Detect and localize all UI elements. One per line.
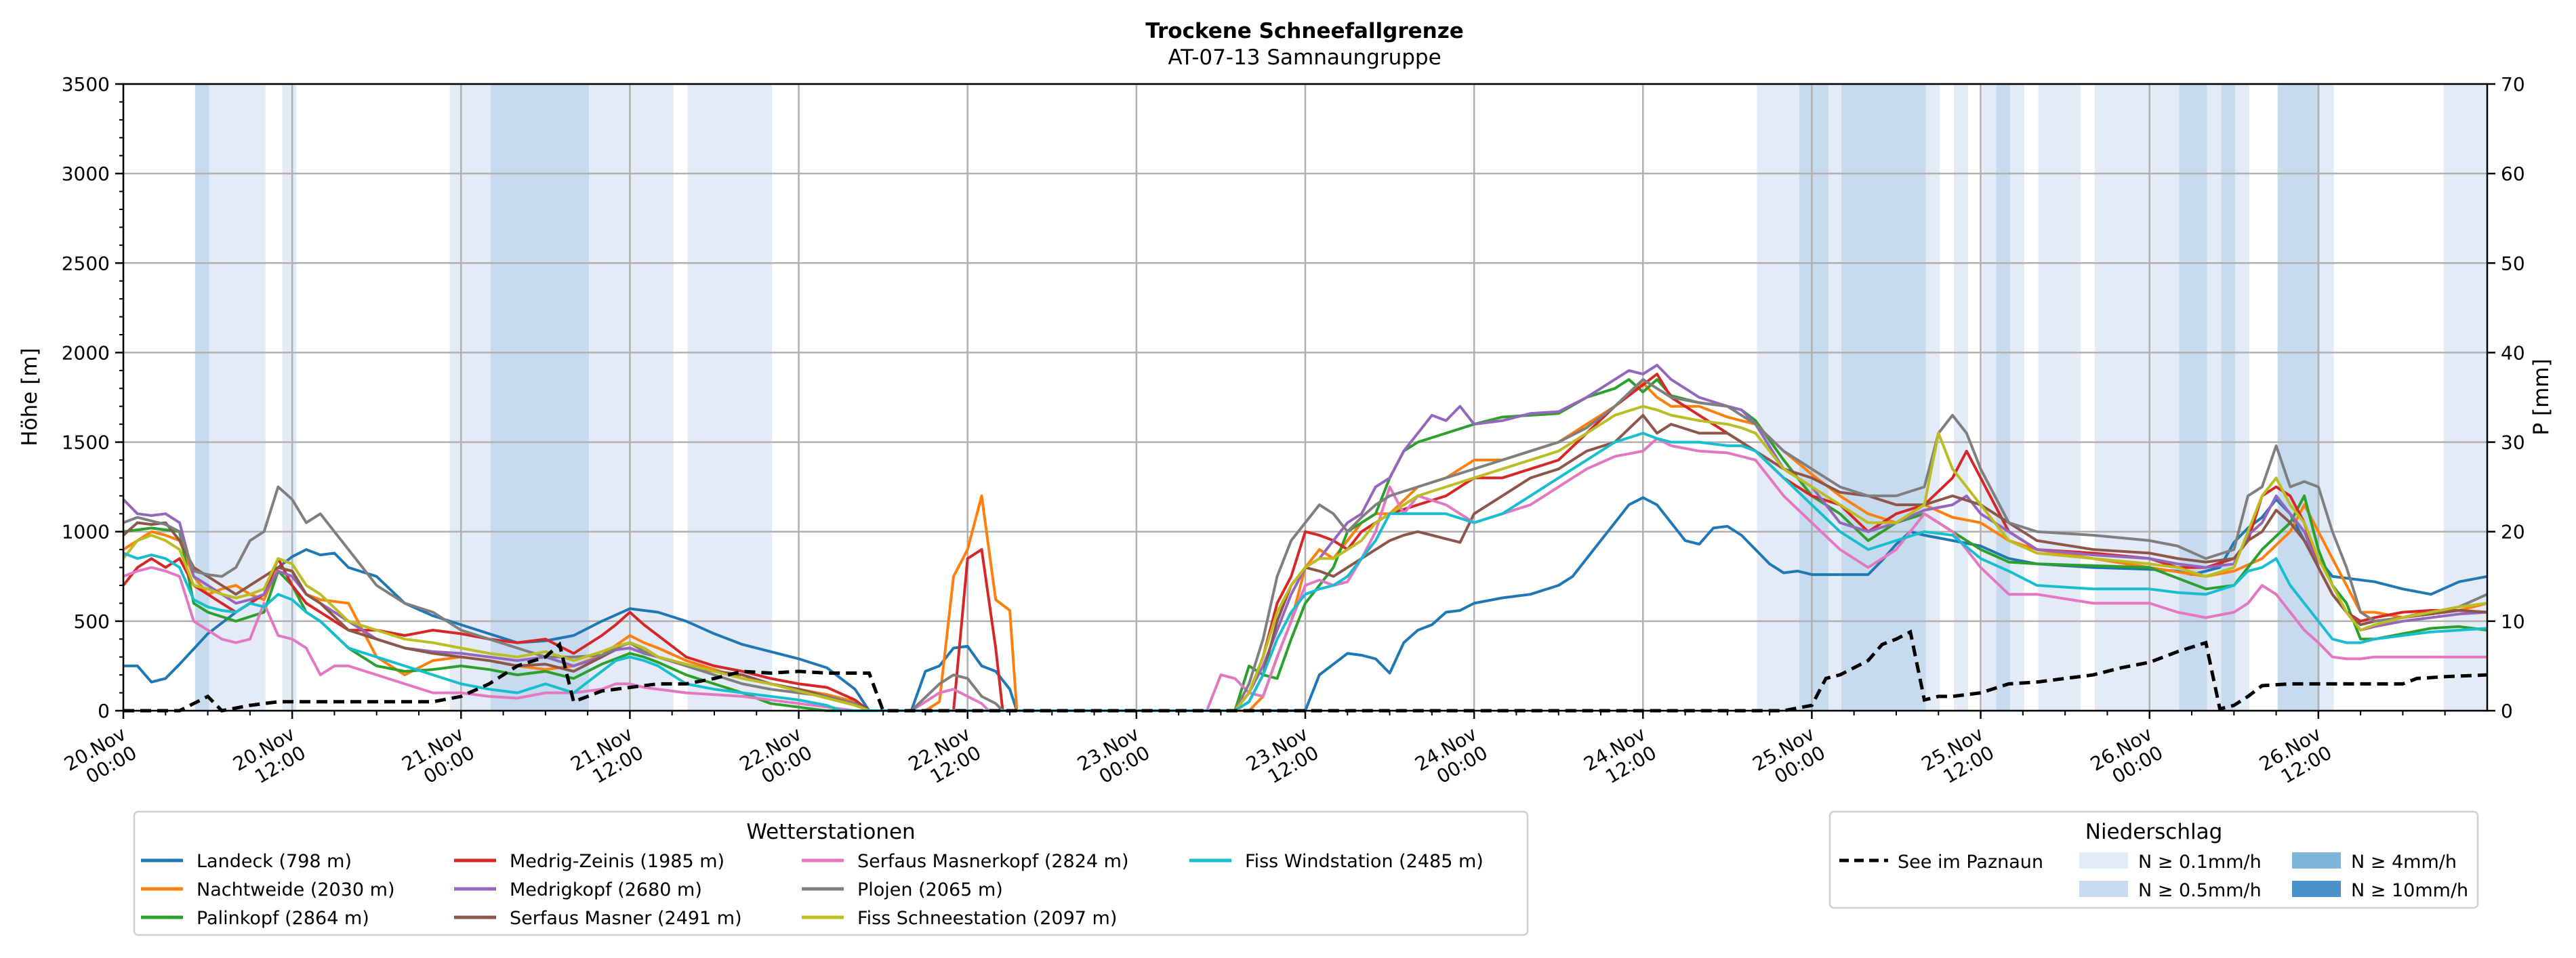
legend-label-3: Medrig-Zeinis (1985 m) (510, 851, 724, 872)
precipitation-bands (195, 84, 2487, 711)
precip-legend-label-1: N ≥ 0.5mm/h (2138, 880, 2262, 901)
precip-band-7 (1757, 84, 1799, 711)
y2-tick-label-0: 0 (2501, 700, 2513, 722)
y2-tick-label-1: 10 (2501, 610, 2525, 633)
y2-tick-label-3: 30 (2501, 432, 2525, 454)
x-tick-label-6: 23.Nov00:00 (1074, 722, 1153, 794)
precip-band-17 (2094, 84, 2180, 711)
x-tick-label-5: 22.Nov12:00 (905, 722, 985, 794)
station-legend-title: Wetterstationen (746, 820, 915, 844)
y2-tick-label-6: 60 (2501, 163, 2525, 185)
station-legend-frame (133, 810, 1529, 936)
y-axis-label: Höhe [m] (18, 348, 42, 446)
reference-legend-label: See im Paznaun (1898, 852, 2043, 873)
x-tick-label-0: 20.Nov00:00 (60, 722, 140, 794)
x-tick-label-10: 25.Nov00:00 (1749, 722, 1829, 794)
precip-band-20 (2221, 84, 2236, 711)
y-tick-label-0: 0 (98, 700, 110, 722)
precip-band-1 (195, 84, 209, 711)
precip-legend-label-3: N ≥ 10mm/h (2351, 880, 2468, 901)
x-tick-label-9: 24.Nov12:00 (1580, 722, 1660, 794)
x-tick-label-12: 26.Nov00:00 (2087, 722, 2167, 794)
y-tick-label-3: 1500 (62, 432, 110, 454)
series-line-8 (122, 404, 2488, 712)
precip-legend-swatch-1 (2079, 881, 2128, 897)
precip-band-18 (2179, 84, 2207, 711)
precip-legend-swatch-2 (2292, 852, 2341, 869)
legend-label-6: Serfaus Masnerkopf (2824 m) (857, 851, 1128, 872)
x-tick-label-13: 26.Nov12:00 (2255, 722, 2335, 794)
y-tick-label-4: 2000 (62, 341, 110, 364)
precip-band-10 (1841, 84, 1926, 711)
precip-band-13 (1982, 84, 1997, 711)
legend-label-9: Fiss Windstation (2485 m) (1245, 851, 1484, 872)
legend-label-2: Palinkopf (2864 m) (197, 908, 369, 929)
precip-band-8 (1799, 84, 1829, 711)
precip-band-2 (282, 84, 297, 711)
precip-legend-label-2: N ≥ 4mm/h (2351, 852, 2457, 873)
station-series (122, 363, 2488, 712)
x-tick-label-7: 23.Nov12:00 (1242, 722, 1322, 794)
y-tick-label-6: 3000 (62, 163, 110, 185)
legend-label-5: Serfaus Masner (2491 m) (510, 908, 742, 929)
precip-legend: Niederschlag See im Paznaun N ≥ 0.1mm/h … (1828, 810, 2479, 909)
legend-label-1: Nachtweide (2030 m) (197, 879, 394, 900)
precip-band-16 (2038, 84, 2081, 711)
x-tick-label-2: 21.Nov00:00 (398, 722, 478, 794)
precip-legend-swatch-3 (2292, 881, 2341, 897)
series-line-6 (123, 437, 2487, 712)
legend-label-4: Medrigkopf (2680 m) (510, 879, 702, 900)
precip-band-3 (449, 84, 491, 711)
precip-band-4 (490, 84, 590, 711)
reference-line (123, 629, 2488, 713)
x-tick-label-8: 24.Nov00:00 (1411, 722, 1491, 794)
precip-band-9 (1828, 84, 1842, 711)
legend-label-8: Fiss Schneestation (2097 m) (857, 908, 1117, 929)
precip-legend-title: Niederschlag (2085, 820, 2223, 844)
y-tick-label-1: 500 (74, 610, 110, 633)
precip-band-24 (2443, 84, 2487, 711)
x-tick-label-11: 25.Nov12:00 (1918, 722, 1998, 794)
chart-subtitle: AT-07-13 Samnaungruppe (1168, 45, 1441, 70)
y2-tick-label-7: 70 (2501, 73, 2525, 96)
x-tick-label-3: 21.Nov12:00 (567, 722, 647, 794)
x-tick-label-4: 22.Nov00:00 (736, 722, 816, 794)
station-legend: Wetterstationen Landeck (798 m) Nachtweid… (133, 810, 1529, 936)
precip-band-6 (687, 84, 773, 711)
legend-label-0: Landeck (798 m) (197, 851, 352, 872)
precip-legend-swatch-0 (2079, 852, 2128, 869)
precip-band-23 (2319, 84, 2334, 711)
series-line-5 (122, 413, 2488, 712)
precip-band-11 (1925, 84, 1940, 711)
reference-line-group (123, 629, 2488, 713)
chart-title: Trockene Schneefallgrenze (1145, 19, 1464, 43)
precip-band-21 (2235, 84, 2250, 711)
station-legend-items: Landeck (798 m) Nachtweide (2030 m) Palink… (141, 851, 1484, 929)
y2-tick-label-5: 50 (2501, 252, 2525, 274)
x-tick-label-1: 20.Nov12:00 (229, 722, 309, 794)
y-tick-label-7: 3500 (62, 73, 110, 96)
legend-label-7: Plojen (2065 m) (857, 879, 1003, 900)
y2-axis-label: P [mm] (2529, 358, 2554, 435)
precip-band-12 (1954, 84, 1968, 711)
y-tick-label-5: 2500 (62, 252, 110, 274)
precip-band-5 (589, 84, 674, 711)
y2-tick-label-2: 20 (2501, 521, 2525, 543)
precip-band-15 (2010, 84, 2024, 711)
series-line-9 (123, 432, 2488, 712)
y-tick-label-2: 1000 (62, 521, 110, 543)
y2-tick-label-4: 40 (2501, 341, 2525, 364)
series-line-7 (123, 378, 2488, 712)
precip-band-14 (1996, 84, 2011, 711)
precip-legend-label-0: N ≥ 0.1mm/h (2138, 852, 2262, 873)
